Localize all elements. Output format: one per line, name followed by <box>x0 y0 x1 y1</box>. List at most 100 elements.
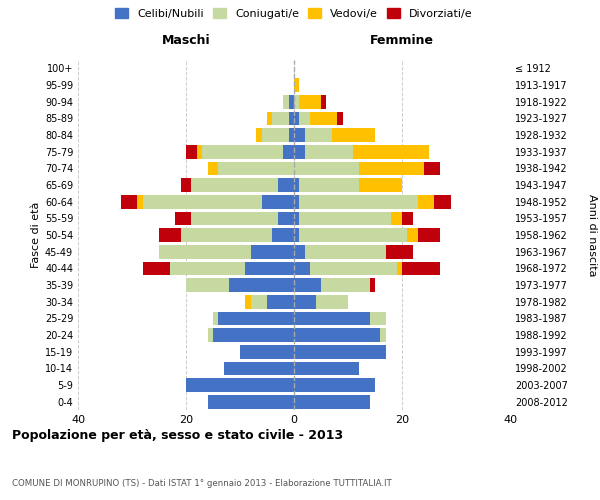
Bar <box>294 195 299 208</box>
Bar <box>272 228 294 242</box>
Bar <box>251 245 294 258</box>
Bar <box>289 128 294 142</box>
Bar <box>294 112 299 125</box>
Bar <box>353 145 429 158</box>
Bar <box>208 395 294 408</box>
Bar <box>202 145 283 158</box>
Bar <box>310 112 337 125</box>
Bar <box>380 328 386 342</box>
Bar <box>386 245 413 258</box>
Bar <box>251 295 267 308</box>
Bar <box>256 128 262 142</box>
Bar <box>267 295 294 308</box>
Bar <box>294 212 299 225</box>
Bar <box>424 162 440 175</box>
Bar <box>294 395 370 408</box>
Bar <box>370 312 386 325</box>
Bar <box>391 212 402 225</box>
Bar <box>299 228 407 242</box>
Bar <box>407 228 418 242</box>
Y-axis label: Fasce di età: Fasce di età <box>31 202 41 268</box>
Bar <box>294 312 370 325</box>
Bar <box>289 95 294 108</box>
Bar <box>370 278 375 292</box>
Bar <box>143 195 262 208</box>
Bar <box>310 262 397 275</box>
Bar <box>186 145 197 158</box>
Bar <box>224 362 294 375</box>
Bar <box>186 378 294 392</box>
Bar <box>159 245 251 258</box>
Bar <box>359 162 424 175</box>
Bar <box>294 228 299 242</box>
Bar <box>245 262 294 275</box>
Bar <box>278 178 294 192</box>
Bar <box>397 262 402 275</box>
Bar <box>170 262 245 275</box>
Bar <box>181 228 272 242</box>
Bar <box>294 128 305 142</box>
Bar <box>121 195 137 208</box>
Bar <box>191 178 278 192</box>
Bar <box>186 278 229 292</box>
Bar <box>337 112 343 125</box>
Bar <box>294 262 310 275</box>
Bar <box>218 312 294 325</box>
Bar <box>305 145 353 158</box>
Bar <box>294 345 386 358</box>
Bar <box>402 262 440 275</box>
Bar <box>294 178 299 192</box>
Bar <box>143 262 170 275</box>
Bar <box>418 228 440 242</box>
Bar <box>218 162 294 175</box>
Bar <box>299 178 359 192</box>
Bar <box>294 162 359 175</box>
Bar <box>294 145 305 158</box>
Bar <box>245 295 251 308</box>
Bar <box>289 112 294 125</box>
Bar <box>418 195 434 208</box>
Bar <box>213 312 218 325</box>
Bar <box>299 212 391 225</box>
Bar <box>359 178 402 192</box>
Text: COMUNE DI MONRUPINO (TS) - Dati ISTAT 1° gennaio 2013 - Elaborazione TUTTITALIA.: COMUNE DI MONRUPINO (TS) - Dati ISTAT 1°… <box>12 478 392 488</box>
Bar <box>283 95 289 108</box>
Bar <box>181 178 191 192</box>
Bar <box>267 112 272 125</box>
Bar <box>262 128 289 142</box>
Bar <box>332 128 375 142</box>
Bar <box>299 195 418 208</box>
Bar <box>213 328 294 342</box>
Bar <box>229 278 294 292</box>
Bar <box>278 212 294 225</box>
Bar <box>208 162 218 175</box>
Bar <box>402 212 413 225</box>
Bar <box>272 112 289 125</box>
Bar <box>175 212 191 225</box>
Legend: Celibi/Nubili, Coniugati/e, Vedovi/e, Divorziati/e: Celibi/Nubili, Coniugati/e, Vedovi/e, Di… <box>115 8 473 19</box>
Bar <box>299 112 310 125</box>
Text: Femmine: Femmine <box>370 34 434 46</box>
Bar <box>294 245 305 258</box>
Bar <box>299 95 321 108</box>
Bar <box>321 278 370 292</box>
Y-axis label: Anni di nascita: Anni di nascita <box>587 194 597 276</box>
Bar <box>294 95 299 108</box>
Bar <box>283 145 294 158</box>
Bar <box>294 362 359 375</box>
Bar <box>305 245 386 258</box>
Bar <box>294 328 380 342</box>
Bar <box>305 128 332 142</box>
Bar <box>137 195 143 208</box>
Bar <box>294 78 299 92</box>
Bar <box>434 195 451 208</box>
Bar <box>294 295 316 308</box>
Bar <box>191 212 278 225</box>
Bar <box>294 378 375 392</box>
Text: Maschi: Maschi <box>161 34 211 46</box>
Bar <box>294 278 321 292</box>
Bar <box>159 228 181 242</box>
Bar <box>208 328 213 342</box>
Bar <box>316 295 348 308</box>
Bar <box>197 145 202 158</box>
